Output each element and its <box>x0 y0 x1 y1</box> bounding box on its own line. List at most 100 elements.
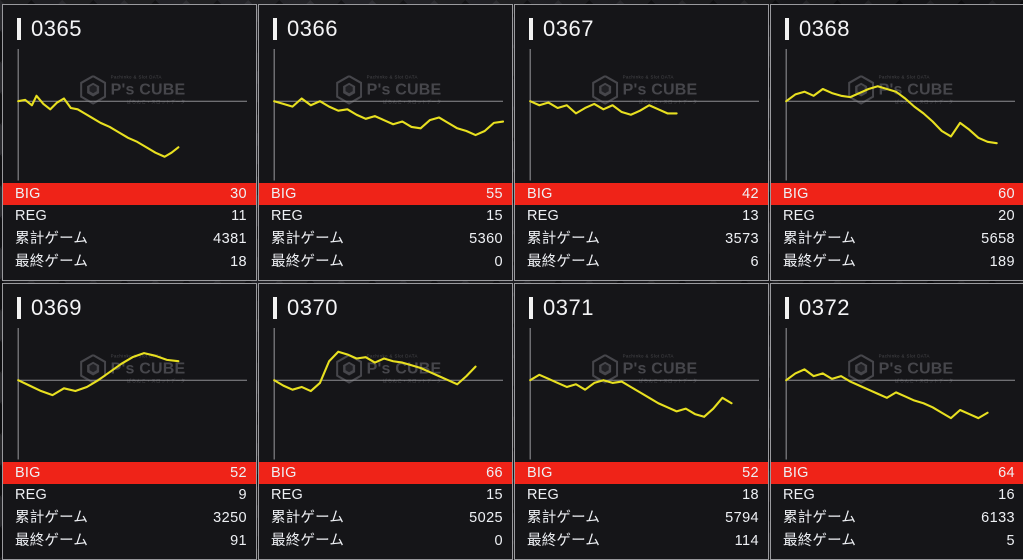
machine-number: 0368 <box>799 15 850 41</box>
payout-graph[interactable]: Pachinko & Slot DATA P's CUBE ぱちんこ・スロットデ… <box>273 326 504 462</box>
stat-value-big: 52 <box>742 464 759 481</box>
stat-row-big: BIG 64 <box>771 461 1023 485</box>
stat-row-reg: REG 11 <box>3 205 256 228</box>
stat-row-reg: REG 9 <box>3 484 256 507</box>
graph-canvas <box>785 326 1016 462</box>
stat-row-last-games: 最終ゲーム 0 <box>259 530 512 553</box>
stat-value-total-games: 6133 <box>981 510 1015 527</box>
machine-number: 0367 <box>543 15 594 41</box>
machine-card-0369[interactable]: 0369 Pachinko & Slot DATA P's CUBE ぱちんこ・… <box>2 283 257 560</box>
stat-value-last-games: 0 <box>494 533 503 550</box>
stat-value-reg: 9 <box>238 487 247 504</box>
stat-row-reg: REG 13 <box>515 205 768 228</box>
stat-label-last-games: 最終ゲーム <box>527 533 601 550</box>
machine-number: 0372 <box>799 294 850 320</box>
stat-label-last-games: 最終ゲーム <box>15 254 89 271</box>
title-accent-bar <box>529 296 533 319</box>
stat-row-total-games: 累計ゲーム 5360 <box>259 228 512 251</box>
machine-card-0372[interactable]: 0372 Pachinko & Slot DATA P's CUBE ぱちんこ・… <box>770 283 1023 560</box>
stat-label-total-games: 累計ゲーム <box>15 231 89 248</box>
graph-canvas <box>273 47 504 183</box>
graph-canvas <box>529 47 760 183</box>
stat-value-big: 30 <box>230 185 247 202</box>
stat-row-big: BIG 42 <box>515 182 768 206</box>
stat-value-total-games: 5025 <box>469 510 503 527</box>
payout-graph[interactable]: Pachinko & Slot DATA P's CUBE ぱちんこ・スロットデ… <box>785 326 1016 462</box>
stat-value-total-games: 3250 <box>213 510 247 527</box>
stat-value-big: 55 <box>486 185 503 202</box>
stat-row-big: BIG 52 <box>515 461 768 485</box>
card-header: 0365 <box>3 5 256 47</box>
stat-row-reg: REG 18 <box>515 484 768 507</box>
stats-table: BIG 64 REG 16 累計ゲーム 6133 最終ゲーム 5 <box>771 461 1023 560</box>
stat-row-last-games: 最終ゲーム 91 <box>3 530 256 553</box>
payout-line <box>18 96 178 157</box>
title-accent-bar <box>273 296 277 319</box>
stat-label-last-games: 最終ゲーム <box>783 254 857 271</box>
stat-label-big: BIG <box>783 185 809 202</box>
stat-row-last-games: 最終ゲーム 189 <box>771 251 1023 274</box>
card-header: 0370 <box>259 284 512 326</box>
machine-card-0368[interactable]: 0368 Pachinko & Slot DATA P's CUBE ぱちんこ・… <box>770 4 1023 281</box>
payout-line <box>786 86 997 143</box>
stat-row-big: BIG 60 <box>771 182 1023 206</box>
stat-row-big: BIG 55 <box>259 182 512 206</box>
payout-line <box>530 101 676 115</box>
machine-number: 0371 <box>543 294 594 320</box>
machine-card-0367[interactable]: 0367 Pachinko & Slot DATA P's CUBE ぱちんこ・… <box>514 4 769 281</box>
stat-value-big: 52 <box>230 464 247 481</box>
machine-card-0370[interactable]: 0370 Pachinko & Slot DATA P's CUBE ぱちんこ・… <box>258 283 513 560</box>
stat-row-last-games: 最終ゲーム 6 <box>515 251 768 274</box>
title-accent-bar <box>17 17 21 40</box>
stat-row-last-games: 最終ゲーム 114 <box>515 530 768 553</box>
payout-line <box>530 375 731 417</box>
stat-value-last-games: 189 <box>989 254 1015 271</box>
payout-graph[interactable]: Pachinko & Slot DATA P's CUBE ぱちんこ・スロットデ… <box>785 47 1016 183</box>
payout-graph[interactable]: Pachinko & Slot DATA P's CUBE ぱちんこ・スロットデ… <box>17 47 248 183</box>
stat-value-reg: 18 <box>742 487 759 504</box>
stat-value-big: 64 <box>998 464 1015 481</box>
stat-value-reg: 15 <box>486 487 503 504</box>
stat-row-big: BIG 30 <box>3 182 256 206</box>
graph-canvas <box>273 326 504 462</box>
stat-row-reg: REG 16 <box>771 484 1023 507</box>
stat-label-big: BIG <box>15 464 41 481</box>
payout-graph[interactable]: Pachinko & Slot DATA P's CUBE ぱちんこ・スロットデ… <box>529 326 760 462</box>
stat-value-total-games: 3573 <box>725 231 759 248</box>
payout-graph[interactable]: Pachinko & Slot DATA P's CUBE ぱちんこ・スロットデ… <box>529 47 760 183</box>
stat-label-total-games: 累計ゲーム <box>783 231 857 248</box>
card-header: 0372 <box>771 284 1023 326</box>
stats-table: BIG 42 REG 13 累計ゲーム 3573 最終ゲーム 6 <box>515 182 768 281</box>
stat-row-last-games: 最終ゲーム 5 <box>771 530 1023 553</box>
stat-label-total-games: 累計ゲーム <box>271 231 345 248</box>
stat-row-total-games: 累計ゲーム 3573 <box>515 228 768 251</box>
stat-label-total-games: 累計ゲーム <box>271 510 345 527</box>
stat-label-big: BIG <box>527 185 553 202</box>
stat-value-last-games: 5 <box>1006 533 1015 550</box>
payout-line <box>786 369 987 418</box>
stat-row-reg: REG 15 <box>259 205 512 228</box>
graph-canvas <box>17 47 248 183</box>
stat-row-last-games: 最終ゲーム 0 <box>259 251 512 274</box>
stat-label-big: BIG <box>271 185 297 202</box>
graph-canvas <box>529 326 760 462</box>
machine-card-0371[interactable]: 0371 Pachinko & Slot DATA P's CUBE ぱちんこ・… <box>514 283 769 560</box>
stat-row-last-games: 最終ゲーム 18 <box>3 251 256 274</box>
stat-label-last-games: 最終ゲーム <box>527 254 601 271</box>
card-header: 0369 <box>3 284 256 326</box>
title-accent-bar <box>529 17 533 40</box>
payout-graph[interactable]: Pachinko & Slot DATA P's CUBE ぱちんこ・スロットデ… <box>273 47 504 183</box>
stat-value-total-games: 5360 <box>469 231 503 248</box>
stat-label-total-games: 累計ゲーム <box>527 510 601 527</box>
stats-table: BIG 55 REG 15 累計ゲーム 5360 最終ゲーム 0 <box>259 182 512 281</box>
machine-card-0366[interactable]: 0366 Pachinko & Slot DATA P's CUBE ぱちんこ・… <box>258 4 513 281</box>
machine-card-0365[interactable]: 0365 Pachinko & Slot DATA P's CUBE ぱちんこ・… <box>2 4 257 281</box>
payout-graph[interactable]: Pachinko & Slot DATA P's CUBE ぱちんこ・スロットデ… <box>17 326 248 462</box>
stats-table: BIG 52 REG 18 累計ゲーム 5794 最終ゲーム 114 <box>515 461 768 560</box>
stat-label-total-games: 累計ゲーム <box>527 231 601 248</box>
stat-value-last-games: 0 <box>494 254 503 271</box>
machine-number: 0365 <box>31 15 82 41</box>
stat-row-total-games: 累計ゲーム 5025 <box>259 507 512 530</box>
